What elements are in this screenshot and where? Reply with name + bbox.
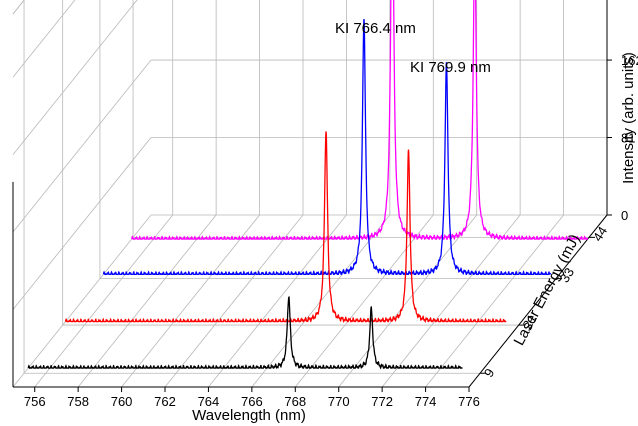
x-tick-label: 770 xyxy=(328,394,350,409)
annotation-ki-766: KI 766.4 nm xyxy=(335,20,416,37)
x-tick-label: 776 xyxy=(458,394,480,409)
axes-frame xyxy=(12,0,608,388)
z-axis-title: Intensity (arb. units) xyxy=(620,52,637,184)
left-grid-depthline xyxy=(12,59,152,233)
left-grid-depthline xyxy=(12,0,138,155)
left-grid-top xyxy=(12,0,25,15)
series-21mj-line xyxy=(64,131,507,323)
series-layer xyxy=(27,0,589,370)
x-tick-label: 756 xyxy=(24,394,46,409)
y-tick-label: 9 xyxy=(481,366,498,380)
floor-grid-depthline xyxy=(381,214,521,388)
x-tick-label: 774 xyxy=(415,394,437,409)
left-grid-depthline xyxy=(12,0,25,15)
left-grid-depthline xyxy=(12,214,152,388)
left-grid-depthline xyxy=(12,137,152,310)
z-tick-label: 81 xyxy=(621,131,635,146)
floor-grid-depthline xyxy=(425,214,564,388)
floor-grid xyxy=(24,214,608,388)
series-33mj-line xyxy=(102,18,552,276)
annotation-ki-769: KI 769.9 nm xyxy=(410,59,491,76)
z-tick-label: 162 xyxy=(621,53,638,68)
floor-grid-depthline xyxy=(294,214,434,388)
x-tick-label: 766 xyxy=(241,394,263,409)
floor-grid-depthline xyxy=(34,214,174,388)
floor-grid-depthline xyxy=(77,214,217,388)
y-tick-label: 21 xyxy=(520,311,540,331)
x-tick-label: 764 xyxy=(198,394,220,409)
x-tick-label: 762 xyxy=(154,394,176,409)
x-tick-label: 768 xyxy=(284,394,306,409)
floor-grid-depthline xyxy=(121,214,260,388)
back-wall-grid xyxy=(151,0,608,216)
series-9mj-line xyxy=(27,295,463,370)
x-tick-label: 772 xyxy=(371,394,393,409)
x-axis-title: Wavelength (nm) xyxy=(192,407,306,424)
x-tick-label: 758 xyxy=(67,394,89,409)
floor-grid-depthline xyxy=(338,214,478,388)
left-grid-depthline xyxy=(12,0,76,78)
tick-labels: 756 758 760 762 764 766 768 770 772 774 776 0 81 162 2… xyxy=(24,53,638,409)
floor-grid-depthline xyxy=(164,214,304,388)
y-tick-label: 44 xyxy=(590,224,610,244)
floor-grid-depthline xyxy=(208,214,347,388)
y-axis-title: Laser Energy (mJ) xyxy=(511,231,584,348)
y-axis-line xyxy=(468,214,608,388)
x-tick-label: 760 xyxy=(111,394,133,409)
y-tick-label: 33 xyxy=(557,265,577,285)
z-tick-label: 0 xyxy=(621,208,628,223)
left-wall-grid xyxy=(12,0,152,388)
